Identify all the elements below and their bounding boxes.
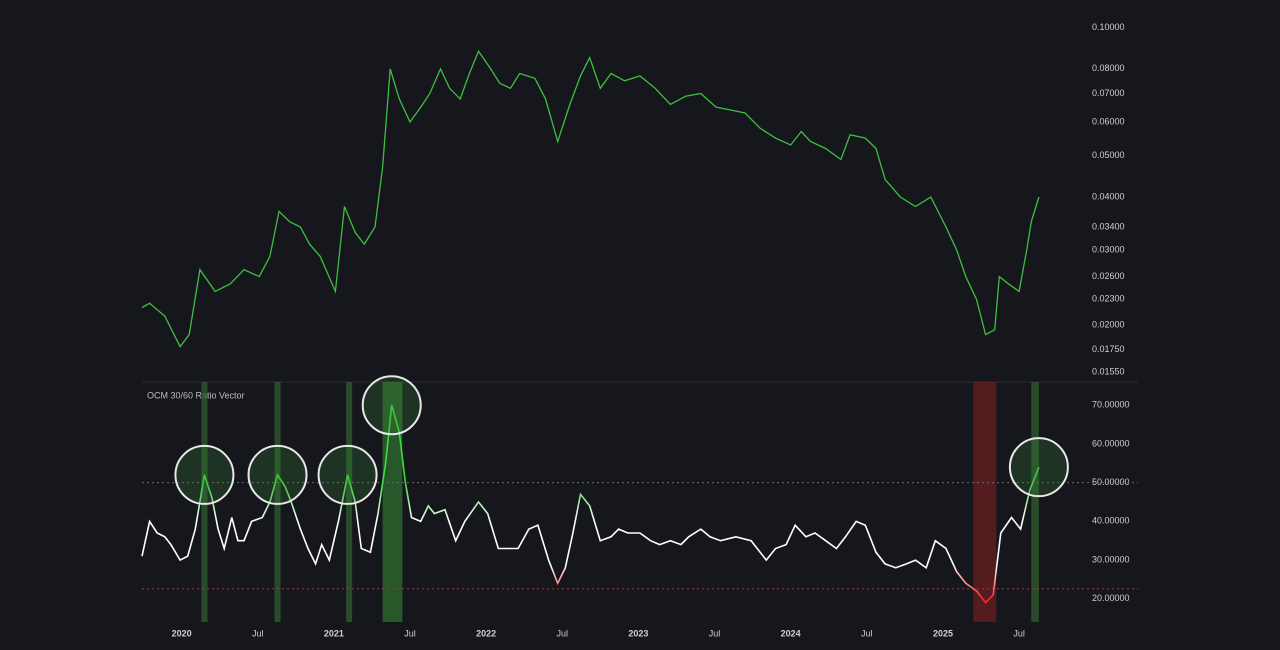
y-tick-label: 0.05000	[1092, 150, 1125, 160]
y-tick-label: 60.00000	[1092, 438, 1130, 448]
x-tick-label: 2025	[933, 628, 953, 638]
highlight-band	[201, 382, 208, 622]
x-tick-label: 2022	[476, 628, 496, 638]
x-tick-label: 2021	[324, 628, 344, 638]
peak-circle	[174, 444, 235, 505]
peak-circle	[361, 375, 422, 436]
peak-circle	[247, 444, 308, 505]
y-tick-label: 0.06000	[1092, 116, 1125, 126]
x-tick-label: Jul	[861, 628, 873, 638]
x-tick-label: Jul	[252, 628, 264, 638]
y-tick-label: 30.00000	[1092, 554, 1130, 564]
peak-circle	[1008, 437, 1069, 498]
y-tick-label: 20.00000	[1092, 593, 1130, 603]
y-tick-label: 0.07000	[1092, 88, 1125, 98]
oscillator-line	[141, 404, 1040, 604]
y-tick-label: 0.02600	[1092, 271, 1125, 281]
highlight-band	[973, 382, 997, 622]
y-tick-label: 0.10000	[1092, 22, 1125, 32]
y-tick-label: 0.04000	[1092, 191, 1125, 201]
x-tick-label: 2020	[172, 628, 192, 638]
y-tick-label: 0.02000	[1092, 319, 1125, 329]
highlight-band	[1031, 382, 1039, 622]
highlight-band	[274, 382, 281, 622]
peak-circle	[317, 444, 378, 505]
y-tick-label: 0.03000	[1092, 245, 1125, 255]
x-tick-label: Jul	[404, 628, 416, 638]
price-line	[141, 49, 1040, 348]
highlight-band	[346, 382, 353, 622]
y-tick-label: 40.00000	[1092, 516, 1130, 526]
y-tick-label: 70.00000	[1092, 400, 1130, 410]
x-tick-label: 2024	[781, 628, 801, 638]
y-tick-label: 0.08000	[1092, 63, 1125, 73]
y-tick-label: 0.03400	[1092, 221, 1125, 231]
y-tick-label: 0.02300	[1092, 294, 1125, 304]
x-tick-label: 2023	[628, 628, 648, 638]
y-tick-label: 50.00000	[1092, 477, 1130, 487]
x-tick-label: Jul	[557, 628, 569, 638]
y-tick-label: 0.01550	[1092, 367, 1125, 377]
x-tick-label: Jul	[1013, 628, 1025, 638]
y-tick-label: 0.01750	[1092, 344, 1125, 354]
x-tick-label: Jul	[709, 628, 721, 638]
panel-title: OCM 30/60 Ratio Vector	[147, 390, 245, 400]
